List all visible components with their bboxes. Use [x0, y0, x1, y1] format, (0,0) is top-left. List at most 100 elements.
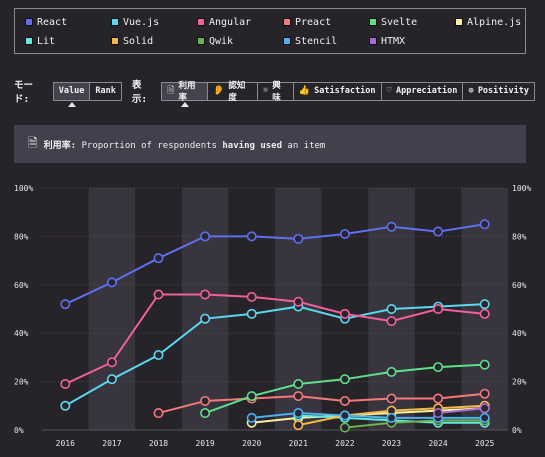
legend-item-stencil[interactable]: Stencil: [283, 34, 337, 48]
x-tick-label: 2016: [56, 439, 75, 448]
legend-swatch: [111, 37, 119, 45]
document-icon: 🗎: [167, 86, 175, 96]
y-tick-label-left: 20%: [14, 378, 29, 387]
data-point-svelte: [386, 366, 397, 377]
legend-item-preact[interactable]: Preact: [283, 15, 331, 29]
series-line-vue-js: [64, 303, 485, 407]
display-option-button-0[interactable]: 🗎 利用率: [161, 81, 209, 107]
x-tick-label: 2022: [335, 439, 354, 448]
legend: React Vue.js Angular Preact Svelte Alpine.js L…: [14, 8, 526, 54]
column-band: [135, 188, 182, 430]
legend-item-lit[interactable]: Lit: [25, 34, 55, 48]
y-tick-label-right: 40%: [512, 329, 527, 338]
mode-toggle: Value Rank: [52, 81, 122, 107]
data-point-stencil: [386, 412, 397, 423]
column-band: [88, 188, 136, 430]
description-bold: having used: [222, 140, 282, 151]
data-point-react: [200, 231, 211, 242]
legend-swatch: [25, 37, 33, 45]
x-tick-label: 2021: [289, 439, 308, 448]
display-option-label: 利用率: [178, 81, 196, 103]
legend-item-qwik[interactable]: Qwik: [197, 34, 233, 48]
mode-value-button[interactable]: Value: [52, 81, 91, 107]
series-line-qwik: [344, 419, 485, 429]
y-tick-label-right: 60%: [512, 281, 527, 290]
data-point-preact: [200, 395, 211, 406]
data-point-react: [339, 228, 350, 239]
legend-label: Alpine.js: [467, 16, 522, 28]
data-point-preact: [479, 388, 490, 399]
display-option-button-2[interactable]: ☼ 興味: [256, 81, 294, 103]
legend-label: Preact: [295, 16, 332, 28]
mode-option-label: Rank: [95, 86, 116, 96]
line-chart: 0% 0% 20% 20% 40% 40% 60% 60% 80% 80% 100% 100% 2016…: [14, 184, 531, 448]
data-point-react: [246, 231, 257, 242]
legend-item-vue-js[interactable]: Vue.js: [111, 15, 159, 29]
thumbs-up-icon: 👍: [298, 86, 311, 96]
display-option-button-1[interactable]: 👂 認知度: [207, 81, 258, 103]
x-tick-label: 2018: [149, 439, 168, 448]
data-point-angular: [153, 289, 164, 300]
data-point-svelte: [293, 379, 304, 390]
data-point-angular: [339, 308, 350, 319]
data-point-react: [479, 219, 490, 230]
data-point-svelte: [339, 374, 350, 385]
data-point-angular: [433, 304, 444, 315]
x-tick-label: 2020: [242, 439, 261, 448]
legend-item-solid[interactable]: Solid: [111, 34, 153, 48]
data-point-react: [153, 253, 164, 264]
data-point-angular: [293, 296, 304, 307]
data-point-stencil: [479, 412, 490, 423]
legend-label: Qwik: [209, 35, 234, 47]
display-option-button-4[interactable]: ♡ Appreciation: [380, 81, 464, 101]
x-tick-label: 2019: [195, 439, 214, 448]
display-option-label: Positivity: [477, 86, 529, 96]
y-tick-label-left: 0%: [14, 426, 24, 435]
legend-swatch: [283, 18, 291, 26]
mode-rank-button[interactable]: Rank: [89, 81, 122, 101]
y-tick-label-right: 20%: [512, 378, 527, 387]
x-tick-label: 2023: [382, 439, 401, 448]
data-point-stencil: [293, 408, 304, 419]
display-option-button-3[interactable]: 👍 Satisfaction: [292, 81, 382, 101]
display-option-label: 興味: [272, 81, 281, 103]
display-option-label: Appreciation: [395, 86, 458, 96]
description-after: an item: [287, 140, 326, 151]
data-point-vue-js: [106, 374, 117, 385]
y-tick-label-right: 100%: [512, 184, 531, 193]
series-line-react: [64, 223, 485, 306]
display-toggle: 🗎 利用率 👂 認知度 ☼ 興味 👍 Satisfaction ♡ Appreciation ⊕ Po…: [161, 81, 535, 107]
legend-item-angular[interactable]: Angular: [197, 15, 251, 29]
series-line-preact: [158, 392, 485, 415]
data-point-angular: [479, 308, 490, 319]
heart-icon: ♡: [386, 86, 392, 96]
data-point-stencil: [339, 410, 350, 421]
data-point-react: [293, 233, 304, 244]
data-point-htmx: [433, 408, 444, 419]
legend-item-htmx[interactable]: HTMX: [369, 34, 405, 48]
series-line-alpine-js: [251, 407, 485, 424]
legend-swatch: [197, 37, 205, 45]
data-point-react: [60, 299, 71, 310]
legend-swatch: [455, 18, 463, 26]
mode-label: モード:: [14, 80, 34, 105]
metric-description-text: 利用率: Proportion of respondents having us…: [44, 138, 326, 151]
data-point-vue-js: [153, 349, 164, 360]
legend-swatch: [369, 18, 377, 26]
data-point-svelte: [246, 391, 257, 402]
display-option-button-5[interactable]: ⊕ Positivity: [462, 81, 535, 101]
legend-swatch: [283, 37, 291, 45]
legend-label: Solid: [123, 35, 154, 47]
legend-label: Lit: [37, 35, 56, 47]
x-tick-label: 2025: [475, 439, 494, 448]
display-option-label: Satisfaction: [314, 86, 376, 96]
legend-item-alpine-js[interactable]: Alpine.js: [455, 15, 521, 29]
data-point-angular: [60, 379, 71, 390]
legend-item-react[interactable]: React: [25, 15, 67, 29]
data-point-angular: [246, 291, 257, 302]
legend-label: HTMX: [381, 35, 406, 47]
data-point-preact: [293, 391, 304, 402]
plus-circle-icon: ⊕: [468, 86, 474, 96]
data-point-angular: [200, 289, 211, 300]
legend-item-svelte[interactable]: Svelte: [369, 15, 417, 29]
